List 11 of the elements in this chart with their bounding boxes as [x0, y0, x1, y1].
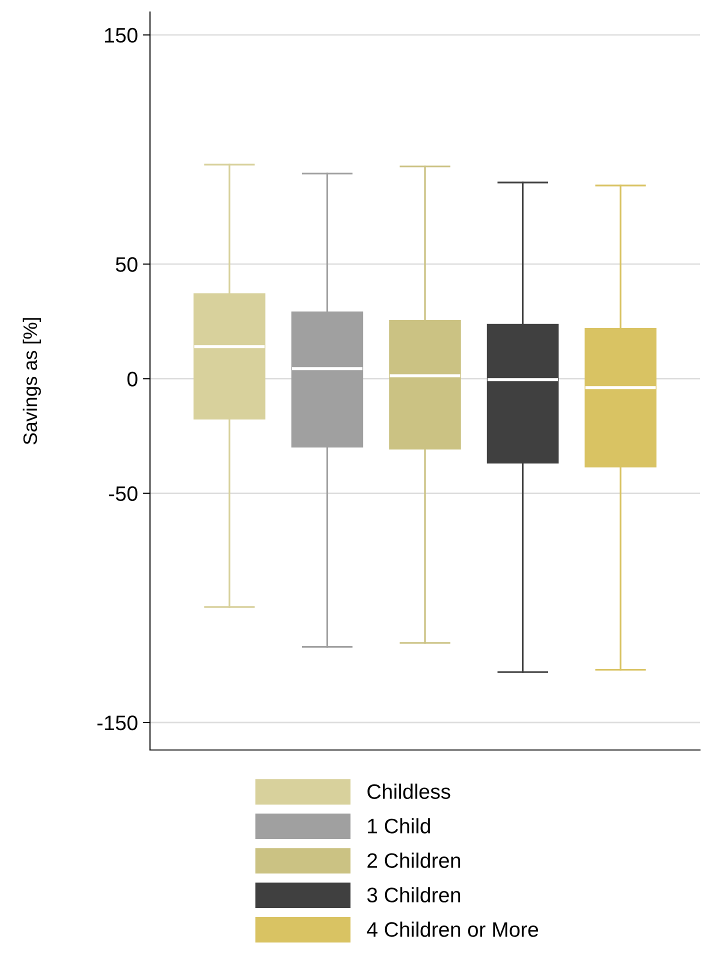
- legend-label: 1 Child: [368, 818, 430, 834]
- legend-label: 3 Children: [367, 887, 460, 902]
- y-tick-label: 50: [116, 257, 138, 272]
- legend-label: 4 Children or More: [366, 922, 538, 937]
- legend-label: Childless: [368, 784, 450, 799]
- y-tick-label: 150: [105, 28, 138, 43]
- y-tick-label: -150: [97, 716, 138, 730]
- y-tick-label: 0: [127, 372, 138, 386]
- legend-label: 2 Children: [368, 852, 460, 868]
- y-tick-label: -50: [109, 486, 138, 502]
- y-axis-title: Savings as [%]: [22, 318, 41, 444]
